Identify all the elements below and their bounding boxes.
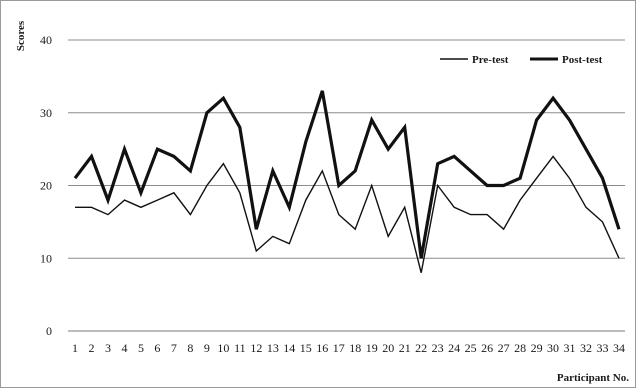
legend: Pre-test Post-test <box>440 54 603 66</box>
x-tick-label: 33 <box>597 341 609 355</box>
y-tick-label: 20 <box>40 179 52 193</box>
x-tick-label: 23 <box>432 341 444 355</box>
x-tick-label: 7 <box>171 341 177 355</box>
x-tick-label: 26 <box>481 341 493 355</box>
x-tick-label: 30 <box>547 341 559 355</box>
x-tick-label: 8 <box>187 341 193 355</box>
x-tick-label: 20 <box>382 341 394 355</box>
x-tick-label: 16 <box>316 341 328 355</box>
series-line-post-test <box>73 90 621 259</box>
x-tick-label: 15 <box>300 341 312 355</box>
series-lines <box>73 90 621 273</box>
x-tick-label: 6 <box>154 341 160 355</box>
x-tick-label: 22 <box>415 341 427 355</box>
x-tick-label: 19 <box>366 341 378 355</box>
x-axis-title: Participant No. <box>557 372 629 384</box>
x-tick-label: 3 <box>105 341 111 355</box>
x-tick-label: 1 <box>72 341 78 355</box>
x-tick-label: 5 <box>138 341 144 355</box>
x-tick-label: 10 <box>217 341 229 355</box>
y-tick-label: 0 <box>46 324 52 338</box>
x-axis-ticks: 1 2 3 4 5 6 7 8 9 10 11 12 13 14 15 16 17 18 19 20 21 22 23 24 2… <box>72 341 625 355</box>
legend-label-pre-test: Pre-test <box>472 54 509 66</box>
x-tick-label: 29 <box>531 341 543 355</box>
y-tick-label: 30 <box>40 106 52 120</box>
x-tick-label: 17 <box>333 341 345 355</box>
x-tick-label: 18 <box>349 341 361 355</box>
x-tick-label: 27 <box>498 341 510 355</box>
x-tick-label: 13 <box>267 341 279 355</box>
y-tick-label: 40 <box>40 33 52 47</box>
series-line-pre-test <box>75 155 620 273</box>
x-tick-label: 9 <box>204 341 210 355</box>
y-axis-ticks: 0 10 20 30 40 <box>40 33 52 338</box>
gridlines <box>68 39 625 332</box>
x-tick-label: 25 <box>465 341 477 355</box>
x-tick-label: 21 <box>399 341 411 355</box>
x-tick-label: 32 <box>580 341 592 355</box>
x-tick-label: 2 <box>88 341 94 355</box>
x-tick-label: 11 <box>234 341 246 355</box>
x-tick-label: 28 <box>514 341 526 355</box>
y-axis-title: Scores <box>15 20 27 51</box>
x-tick-label: 24 <box>448 341 460 355</box>
x-tick-label: 34 <box>613 341 625 355</box>
x-tick-label: 4 <box>121 341 127 355</box>
y-tick-label: 10 <box>40 251 52 265</box>
x-tick-label: 12 <box>250 341 262 355</box>
legend-label-post-test: Post-test <box>562 54 603 66</box>
x-tick-label: 31 <box>564 341 576 355</box>
x-tick-label: 14 <box>283 341 295 355</box>
